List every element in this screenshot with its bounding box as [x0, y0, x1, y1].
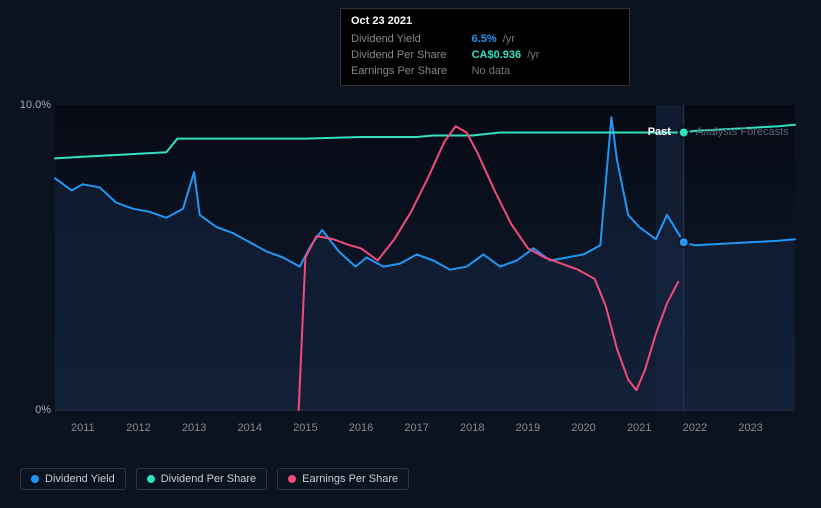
tooltip-table: Dividend Yield6.5% /yrDividend Per Share… — [351, 31, 619, 79]
x-tick: 2020 — [571, 422, 595, 434]
chart-tooltip: Oct 23 2021 Dividend Yield6.5% /yrDivide… — [340, 8, 630, 86]
legend-item[interactable]: Earnings Per Share — [277, 468, 409, 490]
past-label: Past — [648, 126, 671, 138]
x-tick: 2023 — [738, 422, 762, 434]
forecast-label: Analysts Forecasts — [696, 126, 789, 138]
legend-label: Dividend Yield — [45, 473, 115, 485]
legend-swatch — [31, 475, 39, 483]
legend-swatch — [147, 475, 155, 483]
x-tick: 2014 — [237, 422, 261, 434]
chart-legend: Dividend Yield Dividend Per Share Earnings… — [20, 468, 409, 490]
legend-swatch — [288, 475, 296, 483]
legend-item[interactable]: Dividend Per Share — [136, 468, 267, 490]
x-tick: 2018 — [460, 422, 484, 434]
y-tick: 0% — [35, 404, 51, 416]
x-tick: 2016 — [349, 422, 373, 434]
y-tick: 10.0% — [20, 99, 51, 111]
x-tick: 2015 — [293, 422, 317, 434]
x-tick: 2022 — [683, 422, 707, 434]
x-tick: 2019 — [516, 422, 540, 434]
x-tick: 2013 — [182, 422, 206, 434]
x-tick: 2021 — [627, 422, 651, 434]
x-tick: 2011 — [71, 422, 95, 434]
legend-item[interactable]: Dividend Yield — [20, 468, 126, 490]
legend-label: Earnings Per Share — [302, 473, 398, 485]
x-tick: 2012 — [126, 422, 150, 434]
legend-label: Dividend Per Share — [161, 473, 256, 485]
x-tick: 2017 — [404, 422, 428, 434]
tooltip-row: Dividend Per ShareCA$0.936 /yr — [351, 47, 619, 63]
tooltip-row: Dividend Yield6.5% /yr — [351, 31, 619, 47]
tooltip-date: Oct 23 2021 — [351, 15, 619, 27]
tooltip-row: Earnings Per ShareNo data — [351, 63, 619, 79]
